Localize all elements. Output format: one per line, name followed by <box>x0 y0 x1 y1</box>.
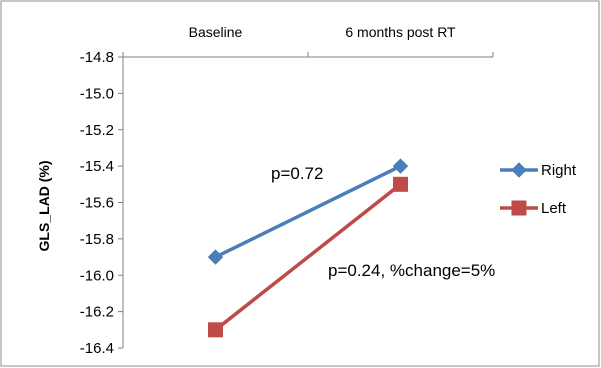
series-line-left <box>214 182 402 332</box>
axes: -14.8 -15.0 -15.2 -15.4 -15.6 -15.8 -16.0 -16.2… <box>80 24 494 357</box>
legend-label-left: Left <box>541 200 567 217</box>
x-category-label: 6 months post RT <box>345 24 456 40</box>
series-markers <box>207 158 409 338</box>
y-tick-label: -15.4 <box>80 158 114 175</box>
y-tick-label: -15.2 <box>80 122 114 139</box>
legend-swatch-marker-left <box>511 200 527 216</box>
series-lines <box>214 164 402 332</box>
x-category-label: Baseline <box>189 24 243 40</box>
legend: Right Left <box>500 162 577 217</box>
series-line-right <box>214 164 402 259</box>
y-tick-label: -16.2 <box>80 304 114 321</box>
y-tick-label: -15.8 <box>80 231 114 248</box>
y-tick-label: -15.6 <box>80 195 114 212</box>
y-tick-label: -15.0 <box>80 85 114 102</box>
y-tick-label: -14.8 <box>80 49 114 66</box>
y-axis-label: GLS_LAD (%) <box>36 161 52 252</box>
data-point-left <box>393 176 408 192</box>
data-point-right <box>207 249 224 265</box>
annotation-right-pvalue: p=0.72 <box>271 164 323 183</box>
legend-swatch-marker-right <box>511 162 527 178</box>
annotation-left-pvalue: p=0.24, %change=5% <box>328 261 495 280</box>
y-tick-label: -16.4 <box>80 340 114 357</box>
data-point-right <box>392 158 409 174</box>
y-tick-label: -16.0 <box>80 267 114 284</box>
legend-label-right: Right <box>541 162 577 179</box>
data-point-left <box>208 322 223 338</box>
